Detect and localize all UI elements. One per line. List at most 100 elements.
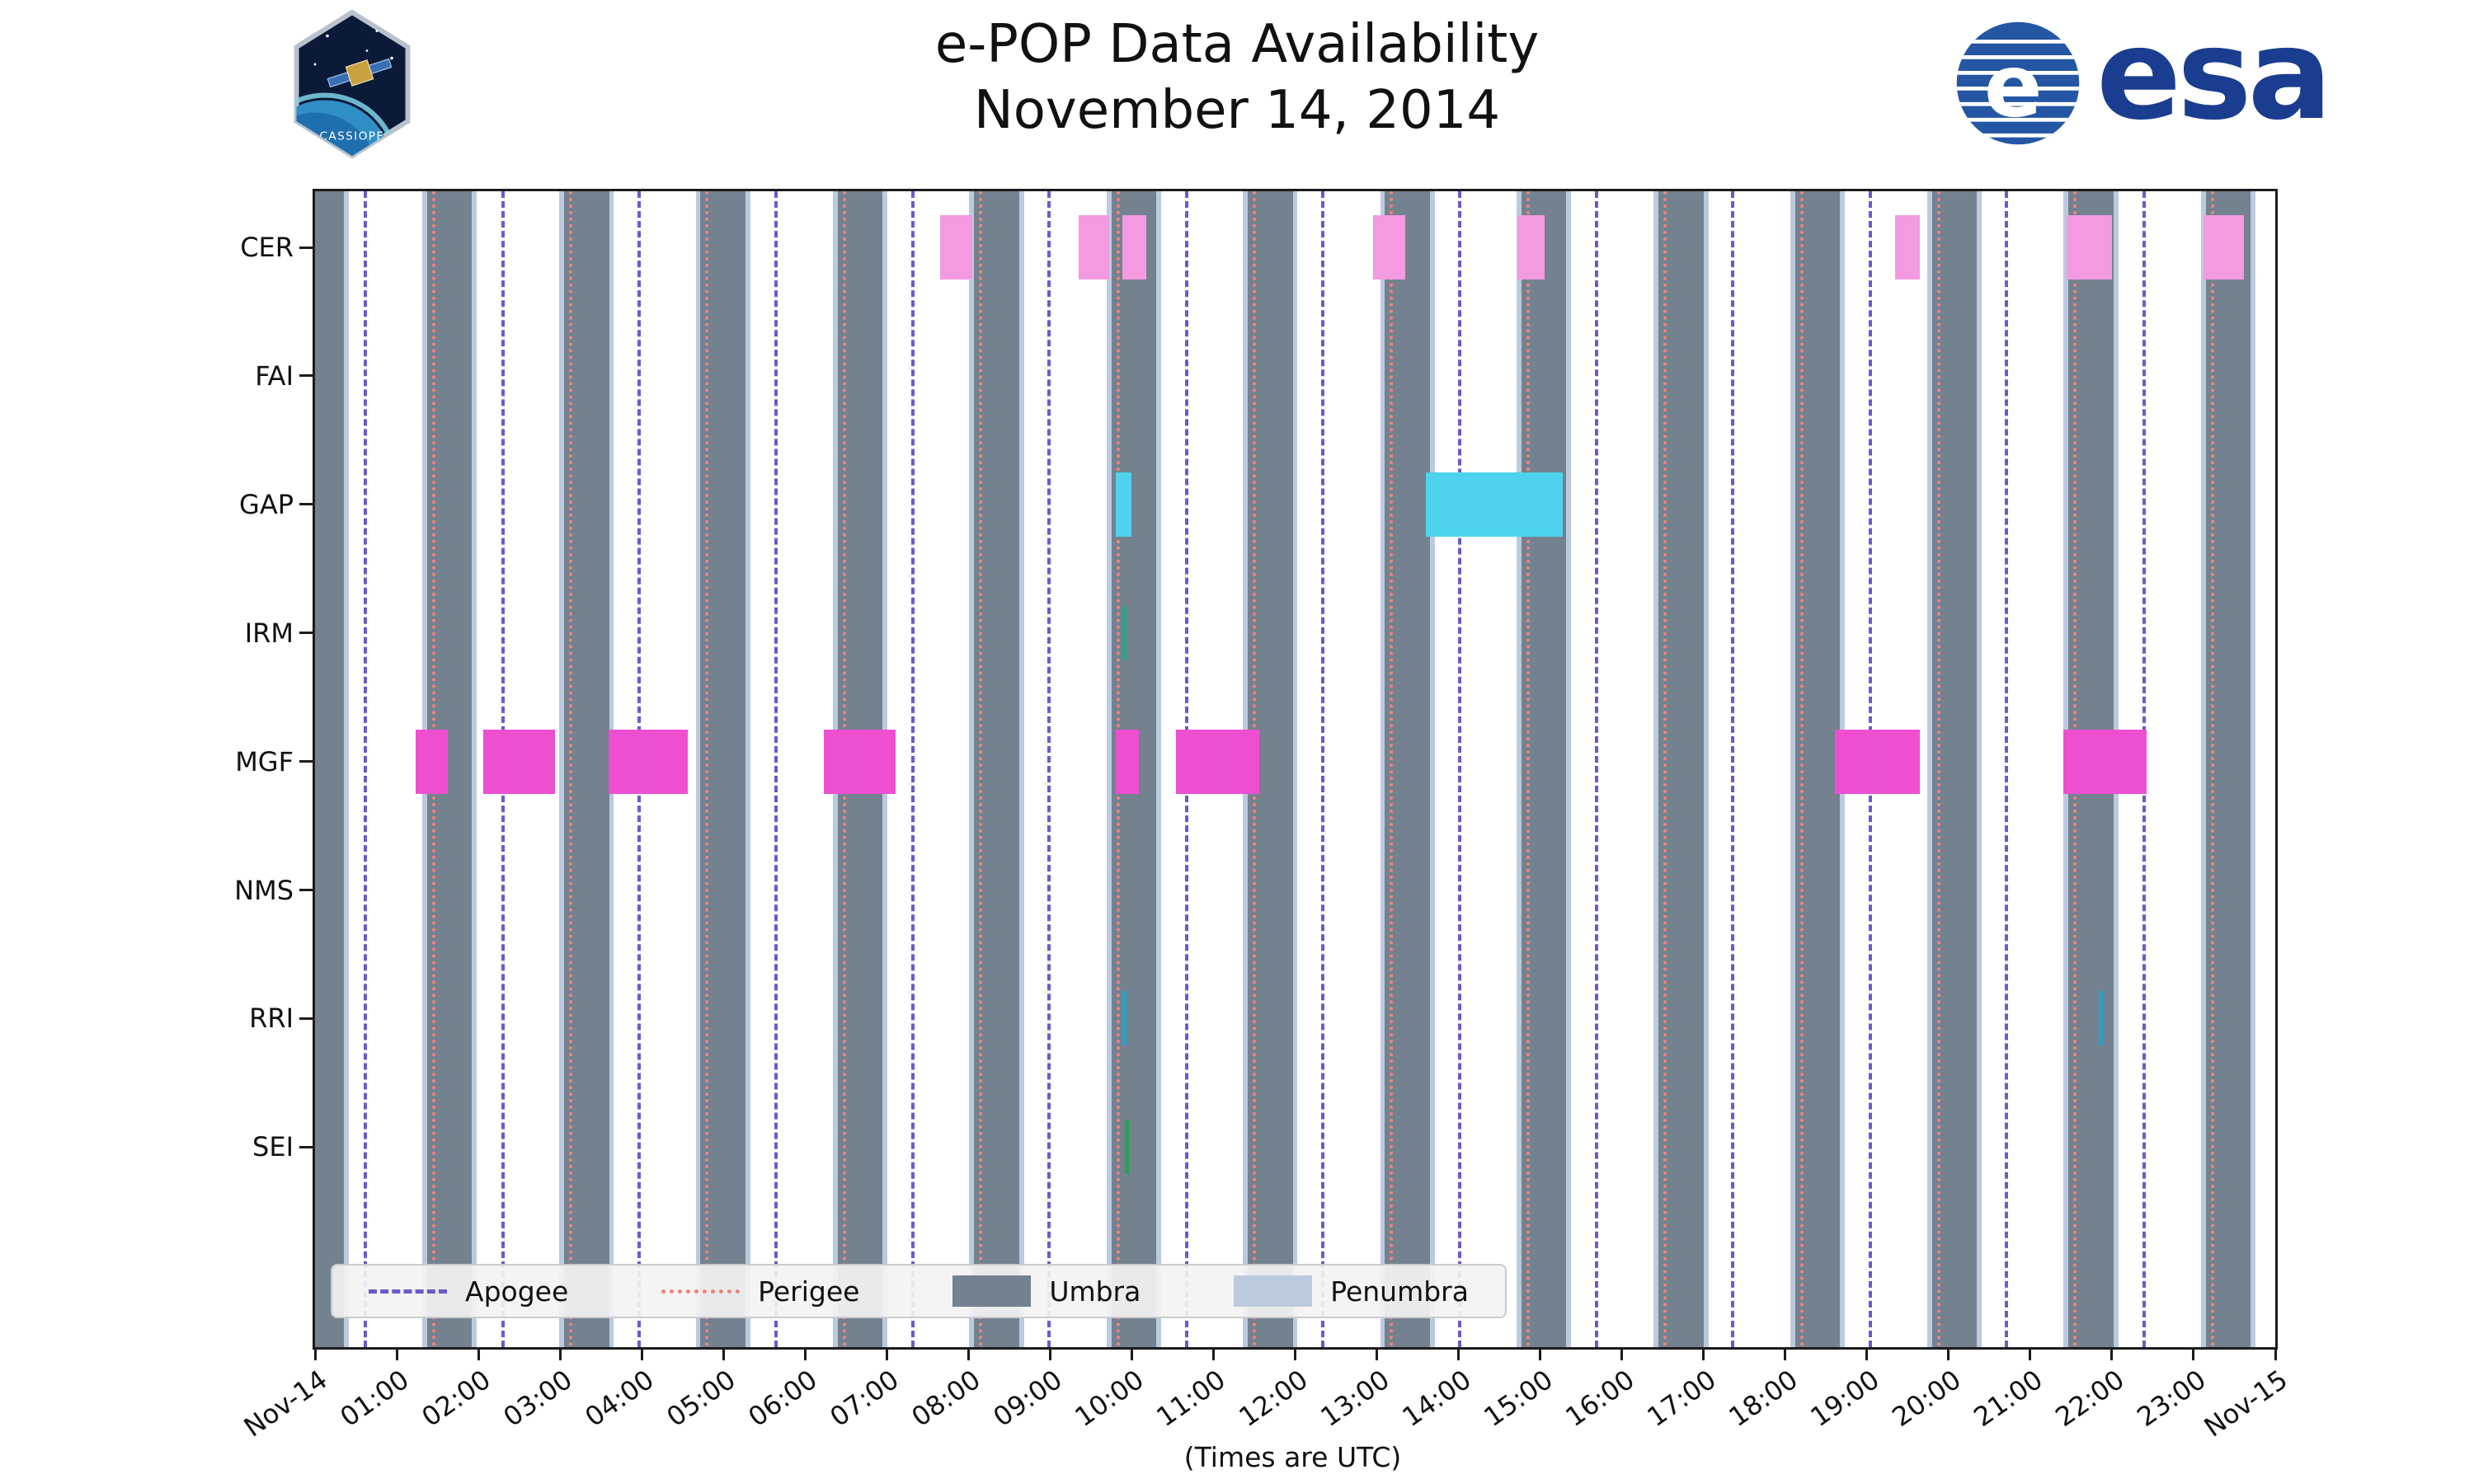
penumbra-band	[969, 191, 975, 1347]
data-bar-mgf	[483, 729, 556, 794]
x-tick-mark	[395, 1347, 398, 1360]
apogee-line	[1457, 191, 1461, 1347]
data-bar-cer	[2203, 215, 2245, 279]
legend-sample-apogee	[369, 1289, 447, 1294]
x-tick-mark	[313, 1347, 317, 1360]
apogee-line	[774, 191, 778, 1347]
x-tick-mark	[1947, 1347, 1950, 1360]
legend-item-perigee: Perigee	[661, 1275, 859, 1308]
x-tick-mark	[2110, 1347, 2114, 1360]
plot-area: Nov-14 01:00 02:00 03:00 04:00 05:00 06:00 07:0…	[234, 189, 2293, 1443]
y-tick-mark	[299, 246, 313, 249]
legend-item-penumbra: Penumbra	[1234, 1275, 1469, 1308]
penumbra-band	[1106, 191, 1112, 1347]
x-tick-mark	[885, 1347, 888, 1360]
x-tick-mark	[967, 1347, 970, 1360]
penumbra-band	[2251, 191, 2256, 1347]
x-tick-mark	[1865, 1347, 1869, 1360]
legend-label: Umbra	[1049, 1275, 1141, 1308]
penumbra-band	[1429, 191, 1435, 1347]
svg-text:e: e	[1984, 36, 2043, 137]
cassiope-logo: CASSIOPE	[290, 8, 414, 163]
data-bar-cer	[1372, 215, 1406, 279]
x-tick-mark	[803, 1347, 807, 1360]
chart-subtitle: November 14, 2014	[973, 80, 1501, 141]
x-tick-mark	[2274, 1347, 2277, 1360]
y-tick-mark	[299, 1145, 313, 1148]
legend-label: Perigee	[758, 1275, 860, 1308]
y-tick-label: IRM	[244, 617, 294, 649]
penumbra-band	[1790, 191, 1795, 1347]
x-tick-mark	[1048, 1347, 1051, 1360]
legend-sample-umbra	[952, 1275, 1032, 1307]
legend: Apogee Perigee Umbra Penumbra	[331, 1264, 1507, 1318]
y-tick-label: GAP	[239, 488, 294, 520]
x-axis-label: (Times are UTC)	[1183, 1441, 1402, 1473]
perigee-line	[979, 191, 983, 1347]
data-bar-cer	[939, 215, 973, 279]
legend-label: Penumbra	[1330, 1275, 1469, 1308]
perigee-line	[1390, 191, 1394, 1347]
y-tick-mark	[299, 1017, 313, 1020]
data-bar-sei	[1125, 1120, 1130, 1175]
penumbra-band	[695, 191, 701, 1347]
data-bar-cer	[2067, 215, 2112, 279]
y-tick-label: RRI	[249, 1003, 294, 1035]
y-tick-label: MGF	[235, 745, 294, 777]
penumbra-band	[1292, 191, 1298, 1347]
data-bar-mgf	[824, 729, 896, 794]
apogee-line	[1731, 191, 1735, 1347]
penumbra-band	[1156, 191, 1162, 1347]
perigee-line	[1663, 191, 1667, 1347]
chart-header: e-POP Data Availability November 14, 201…	[0, 12, 2474, 143]
cassiope-label: CASSIOPE	[319, 130, 384, 143]
apogee-line	[1321, 191, 1325, 1347]
data-bar-cer	[1895, 215, 1921, 279]
perigee-line	[1799, 191, 1804, 1347]
x-tick-mark	[722, 1347, 725, 1360]
x-tick-mark	[2029, 1347, 2032, 1360]
x-tick-mark	[1620, 1347, 1624, 1360]
penumbra-band	[343, 191, 349, 1347]
penumbra-band	[1566, 191, 1572, 1347]
perigee-line	[705, 191, 709, 1347]
penumbra-band	[1927, 191, 1933, 1347]
legend-item-apogee: Apogee	[369, 1275, 568, 1308]
x-tick-mark	[477, 1347, 480, 1360]
perigee-line	[2210, 191, 2214, 1347]
data-bar-cer	[1079, 215, 1109, 279]
y-tick-mark	[299, 889, 313, 891]
x-tick-mark	[1457, 1347, 1460, 1360]
penumbra-band	[1380, 191, 1385, 1347]
x-tick-mark	[640, 1347, 643, 1360]
penumbra-band	[472, 191, 477, 1347]
perigee-line	[1936, 191, 1940, 1347]
x-tick-mark	[558, 1347, 562, 1360]
x-tick-mark	[1702, 1347, 1705, 1360]
y-tick-label: CER	[240, 232, 294, 263]
x-tick-mark	[1294, 1347, 1296, 1360]
apogee-line	[1594, 191, 1598, 1347]
esa-wordmark: esa	[2096, 2, 2332, 148]
y-tick-label: FAI	[255, 359, 294, 392]
data-bar-cer	[1122, 215, 1147, 279]
x-tick-mark	[1211, 1347, 1215, 1360]
cassiope-patch-icon: CASSIOPE	[294, 9, 411, 159]
penumbra-band	[1018, 191, 1024, 1347]
data-bar-mgf	[1115, 729, 1140, 794]
data-bar-cer	[1517, 215, 1545, 279]
data-bar-mgf	[1835, 729, 1921, 794]
data-bar-gap	[1425, 472, 1564, 537]
data-bar-rri	[1122, 991, 1126, 1046]
data-bar-mgf	[415, 729, 449, 794]
penumbra-band	[745, 191, 750, 1347]
x-tick-mark	[1539, 1347, 1542, 1360]
y-tick-label: SEI	[252, 1131, 294, 1163]
y-tick-mark	[299, 503, 313, 506]
apogee-line	[1047, 191, 1051, 1347]
y-tick-label: NMS	[234, 874, 294, 906]
legend-sample-perigee	[661, 1289, 741, 1294]
y-tick-mark	[299, 374, 313, 378]
penumbra-band	[1703, 191, 1709, 1347]
